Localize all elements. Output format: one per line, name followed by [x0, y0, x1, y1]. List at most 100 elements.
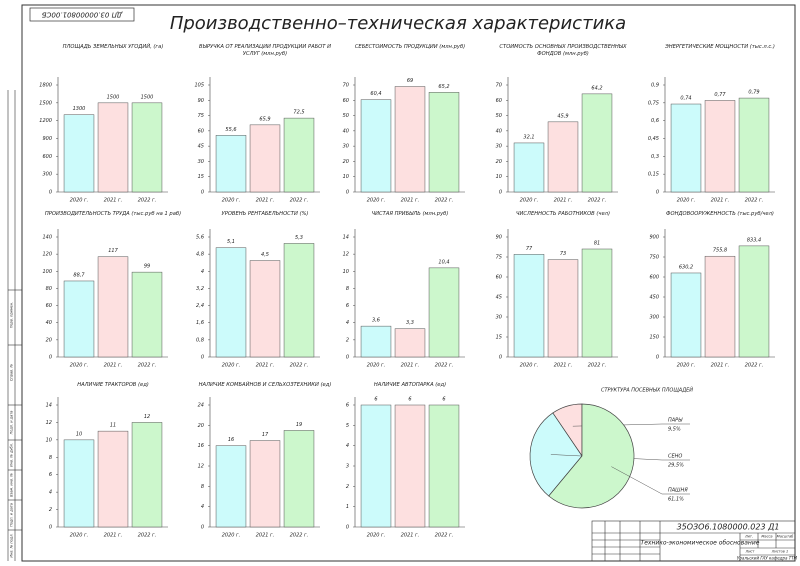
x-tick-label: 2022 г.: [290, 363, 309, 369]
x-tick-label: 2020 г.: [367, 198, 386, 204]
value-label: 1300: [73, 106, 86, 112]
value-label: 12: [144, 414, 150, 420]
y-tick-label: 1800: [39, 83, 52, 89]
y-tick-label: 80: [46, 286, 52, 292]
bar: [513, 254, 545, 358]
y-tick-label: 30: [496, 315, 502, 321]
y-tick-label: 4: [346, 443, 349, 449]
y-tick-label: 0,3: [651, 154, 659, 160]
y-tick-label: 40: [343, 128, 349, 134]
y-tick-label: 45: [198, 144, 204, 150]
x-tick-label: 2020 г.: [222, 198, 241, 204]
y-tick-label: 12: [46, 420, 52, 426]
y-tick-label: 60: [198, 128, 204, 134]
bar: [63, 114, 95, 193]
bar: [249, 440, 281, 528]
frame: [21, 4, 796, 562]
y-tick-label: 900: [649, 235, 659, 241]
y-tick-label: 70: [343, 83, 349, 89]
value-label: 99: [144, 264, 150, 270]
bar: [131, 422, 163, 528]
doc-code: 35ОЗО6.1080000.023 Д1: [677, 523, 780, 532]
chart-title: ВЫРУЧКА ОТ РЕАЛИЗАЦИИ ПРОДУКЦИИ РАБОТ И …: [199, 44, 331, 57]
value-label: 6: [374, 397, 377, 403]
y-tick-label: 20: [46, 337, 52, 343]
x-tick-label: 2022 г.: [588, 363, 607, 369]
margin-label: Перв. примен.: [10, 302, 14, 328]
value-label: 4,5: [261, 252, 269, 258]
pie-label: СЕНО: [668, 454, 682, 460]
y-tick-label: 120: [42, 252, 52, 258]
bar: [394, 328, 426, 358]
chart-title: СЕБЕСТОИМОСТЬ ПРОДУКЦИИ (млн.руб): [354, 44, 466, 50]
value-label: 81: [594, 241, 600, 247]
bar: [394, 86, 426, 193]
x-tick-label: 2020 г.: [222, 533, 241, 539]
y-tick-label: 0: [346, 190, 349, 196]
bar: [738, 97, 770, 193]
x-tick-label: 2020 г.: [677, 363, 696, 369]
y-tick-label: 1: [346, 504, 349, 510]
y-tick-label: 20: [198, 423, 204, 429]
margin-label: Инв. № подл.: [10, 533, 14, 557]
y-tick-label: 6: [49, 472, 52, 478]
value-label: 5,1: [227, 239, 235, 245]
y-tick-label: 300: [42, 172, 52, 178]
chart-title: ЧИСЛЕННОСТЬ РАБОТНИКОВ (чел): [516, 211, 610, 217]
value-label: 0,74: [680, 96, 691, 102]
chart-title: ЧИСТАЯ ПРИБЫЛЬ (млн.руб): [371, 211, 449, 217]
y-tick-label: 8: [346, 286, 349, 292]
y-tick-label: 30: [343, 144, 349, 150]
x-tick-label: 2022 г.: [138, 198, 157, 204]
y-tick-label: 15: [496, 335, 502, 341]
y-tick-label: 90: [496, 235, 502, 241]
bar: [215, 135, 247, 193]
stamp-box: [29, 7, 135, 22]
value-label: 6: [408, 397, 411, 403]
value-label: 45,9: [557, 113, 568, 119]
x-tick-label: 2020 г.: [367, 363, 386, 369]
y-tick-label: 20: [496, 159, 502, 165]
pie-label: ПАШНЯ: [668, 488, 688, 494]
chart-title: НАЛИЧИЕ КОМБАЙНОВ И СЕЛЬХОЗТЕХНИКИ (ед): [198, 382, 332, 388]
y-tick-label: 0: [346, 525, 349, 531]
x-tick-label: 2022 г.: [745, 198, 764, 204]
y-tick-label: 45: [496, 295, 502, 301]
bar: [670, 103, 702, 193]
value-label: 6: [442, 397, 445, 403]
bar: [428, 404, 460, 528]
y-tick-label: 1,6: [196, 320, 204, 326]
pie-slice: [548, 403, 635, 509]
bar: [360, 325, 392, 358]
x-tick-label: 2020 г.: [677, 198, 696, 204]
y-tick-label: 2: [346, 484, 349, 490]
leader-line: [611, 466, 690, 495]
bar: [97, 102, 129, 193]
y-tick-label: 8: [49, 455, 52, 461]
value-label: 19: [296, 422, 302, 428]
doc-name: Технико-экономическое обоснование: [641, 540, 760, 547]
y-tick-label: 750: [649, 255, 659, 261]
value-label: 65,2: [438, 84, 449, 90]
bar: [131, 271, 163, 358]
y-tick-label: 300: [649, 315, 659, 321]
y-tick-label: 100: [42, 269, 52, 275]
y-tick-label: 4: [201, 269, 204, 275]
y-tick-label: 105: [194, 83, 204, 89]
y-tick-label: 0: [201, 525, 204, 531]
x-tick-label: 2022 г.: [435, 198, 454, 204]
y-tick-label: 12: [198, 464, 204, 470]
pie-value-label: 29,5%: [668, 463, 684, 469]
margin-label: Подп. и дата: [10, 411, 14, 435]
bar: [215, 247, 247, 358]
y-tick-label: 900: [42, 136, 52, 142]
y-tick-label: 60: [496, 98, 502, 104]
bar: [581, 248, 613, 358]
value-label: 0,77: [714, 92, 726, 98]
y-tick-label: 0: [656, 355, 659, 361]
bar: [360, 404, 392, 528]
y-tick-label: 5: [346, 423, 349, 429]
bar: [704, 100, 736, 193]
chart-title: НАЛИЧИЕ АВТОПАРКА (ед): [373, 382, 447, 388]
